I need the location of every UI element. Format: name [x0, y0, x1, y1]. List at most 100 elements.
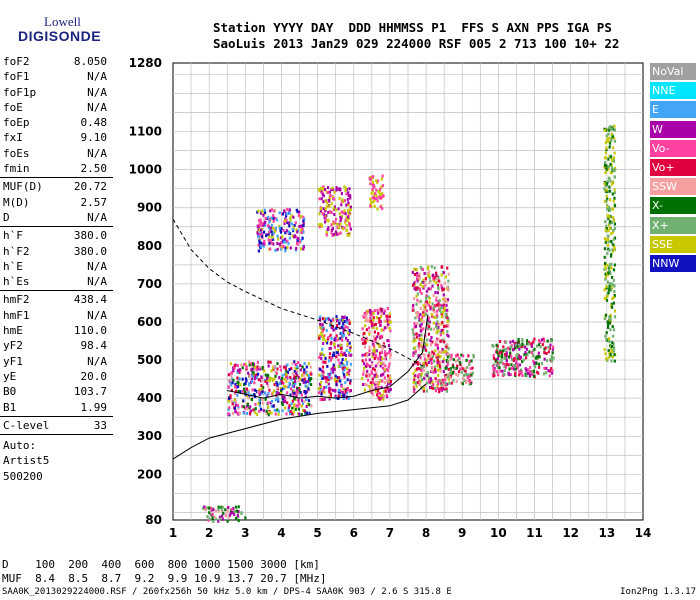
- echo-point: [420, 318, 423, 322]
- echo-point: [524, 367, 527, 371]
- echo-point: [349, 208, 352, 212]
- echo-point: [341, 390, 344, 394]
- echo-point: [237, 505, 240, 509]
- echo-point: [370, 325, 374, 329]
- echo-point: [342, 200, 345, 204]
- echo-point: [317, 391, 321, 395]
- echo-point: [323, 334, 326, 338]
- param-label: hmF2: [3, 293, 30, 307]
- echo-point: [371, 389, 374, 393]
- param-value: 2.57: [80, 195, 108, 209]
- param-separator: [0, 415, 113, 417]
- echo-point: [299, 214, 303, 218]
- echo-point: [387, 365, 390, 369]
- echo-point: [611, 207, 614, 211]
- echo-point: [433, 310, 436, 314]
- echo-point: [322, 186, 325, 190]
- echo-point: [367, 378, 370, 382]
- echo-point: [236, 411, 239, 415]
- echo-point: [372, 318, 375, 322]
- echo-point: [513, 346, 516, 350]
- echo-point: [301, 378, 304, 382]
- echo-point: [240, 363, 243, 367]
- echo-point: [606, 197, 609, 201]
- echo-point: [271, 233, 274, 237]
- y-tick-label: 80: [145, 513, 162, 527]
- echo-point: [267, 364, 270, 368]
- echo-point: [368, 318, 371, 321]
- x-tick-label: 8: [422, 526, 430, 540]
- echo-point: [541, 343, 544, 347]
- echo-point: [461, 367, 464, 371]
- echo-point: [427, 379, 430, 383]
- echo-point: [321, 398, 324, 401]
- echo-point: [238, 411, 241, 415]
- echo-point: [236, 403, 239, 407]
- echo-point: [614, 166, 617, 170]
- echo-point: [230, 388, 233, 392]
- echo-point: [444, 381, 447, 385]
- echo-point: [610, 132, 613, 136]
- echo-point: [500, 360, 503, 364]
- echo-point: [284, 365, 287, 369]
- echo-point: [432, 294, 435, 297]
- echo-point: [296, 365, 299, 369]
- echo-point: [302, 370, 305, 374]
- echo-point: [375, 188, 378, 192]
- y-tick-label: 1100: [129, 125, 162, 139]
- echo-point: [279, 368, 283, 372]
- echo-point: [612, 301, 615, 305]
- echo-point: [279, 391, 283, 395]
- echo-point: [379, 310, 382, 314]
- echo-point: [370, 386, 373, 390]
- echo-point: [435, 337, 439, 341]
- param-label: M(D): [3, 195, 30, 209]
- echo-point: [389, 329, 392, 333]
- echo-point: [609, 220, 612, 224]
- echo-point: [437, 382, 440, 386]
- echo-point: [381, 366, 384, 370]
- echo-point: [432, 315, 435, 319]
- scaled-parameters-panel: foF2 8.050 foF1 N/A foF1p N/A foE N/A foEp 0.48 fx…: [0, 54, 113, 484]
- echo-point: [607, 223, 611, 227]
- echo-point: [415, 294, 418, 298]
- echo-point: [501, 362, 505, 366]
- echo-point: [442, 381, 445, 385]
- echo-point: [440, 273, 443, 277]
- echo-point: [348, 221, 351, 225]
- echo-point: [611, 192, 614, 196]
- echo-point: [504, 365, 508, 369]
- echo-point: [613, 245, 616, 249]
- echo-point: [343, 368, 346, 372]
- echo-point: [611, 283, 615, 287]
- echo-point: [412, 381, 415, 385]
- echo-point: [607, 321, 610, 325]
- echo-point: [335, 315, 338, 319]
- echo-point: [347, 201, 350, 205]
- echo-point: [435, 359, 438, 363]
- echo-point: [293, 224, 296, 227]
- echo-point: [338, 393, 341, 397]
- echo-point: [246, 402, 249, 406]
- echo-point: [323, 353, 326, 357]
- echo-point: [349, 381, 352, 385]
- echo-point: [362, 331, 366, 335]
- echo-point: [511, 339, 515, 343]
- echo-point: [437, 373, 440, 377]
- echo-point: [341, 318, 344, 322]
- echo-point: [414, 338, 417, 342]
- param-row-ye: yE 20.0: [0, 369, 113, 384]
- echo-point: [412, 351, 415, 355]
- echo-point: [524, 345, 527, 349]
- echo-point: [445, 300, 448, 304]
- echo-point: [513, 356, 516, 360]
- echo-point: [610, 221, 613, 224]
- echo-point: [321, 360, 324, 364]
- echo-point: [339, 336, 342, 340]
- echo-point: [442, 331, 445, 335]
- echo-point: [261, 365, 264, 369]
- echo-point: [416, 292, 419, 296]
- echo-point: [336, 226, 339, 230]
- echo-point: [321, 377, 324, 380]
- echo-point: [374, 364, 377, 368]
